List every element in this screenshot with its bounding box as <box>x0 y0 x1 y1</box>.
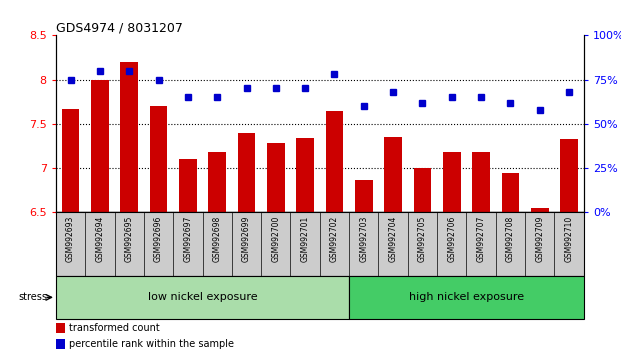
Text: GSM992696: GSM992696 <box>154 216 163 262</box>
Text: GSM992702: GSM992702 <box>330 216 339 262</box>
Bar <box>502 172 519 212</box>
Text: GSM992709: GSM992709 <box>535 216 544 262</box>
Text: low nickel exposure: low nickel exposure <box>148 292 257 302</box>
Text: percentile rank within the sample: percentile rank within the sample <box>69 339 234 349</box>
Text: GDS4974 / 8031207: GDS4974 / 8031207 <box>56 21 183 34</box>
Text: GSM992700: GSM992700 <box>271 216 280 262</box>
Text: GSM992705: GSM992705 <box>418 216 427 262</box>
Bar <box>61 109 79 212</box>
Text: GSM992699: GSM992699 <box>242 216 251 262</box>
Bar <box>56 276 349 319</box>
Bar <box>349 276 584 319</box>
Text: GSM992708: GSM992708 <box>506 216 515 262</box>
Bar <box>179 159 197 212</box>
Text: GSM992697: GSM992697 <box>183 216 193 262</box>
Bar <box>267 143 284 212</box>
Text: GSM992707: GSM992707 <box>476 216 486 262</box>
Text: high nickel exposure: high nickel exposure <box>409 292 524 302</box>
Bar <box>296 138 314 212</box>
Text: GSM992703: GSM992703 <box>360 216 368 262</box>
Bar <box>473 152 490 212</box>
Text: GSM992695: GSM992695 <box>125 216 134 262</box>
Bar <box>91 80 109 212</box>
Text: GSM992704: GSM992704 <box>389 216 397 262</box>
Text: GSM992694: GSM992694 <box>96 216 104 262</box>
Bar <box>325 110 343 212</box>
Bar <box>120 62 138 212</box>
Bar <box>560 139 578 212</box>
Text: GSM992706: GSM992706 <box>447 216 456 262</box>
Bar <box>531 208 548 212</box>
Text: stress: stress <box>18 292 47 302</box>
Bar <box>355 179 373 212</box>
Text: GSM992693: GSM992693 <box>66 216 75 262</box>
Bar <box>443 152 461 212</box>
Bar <box>150 106 167 212</box>
Bar <box>209 152 226 212</box>
Text: GSM992698: GSM992698 <box>212 216 222 262</box>
Bar <box>414 168 431 212</box>
Bar <box>56 339 65 349</box>
Bar <box>238 133 255 212</box>
Text: GSM992701: GSM992701 <box>301 216 310 262</box>
Text: transformed count: transformed count <box>69 323 160 333</box>
Bar <box>384 137 402 212</box>
Bar <box>56 324 65 333</box>
Text: GSM992710: GSM992710 <box>564 216 574 262</box>
